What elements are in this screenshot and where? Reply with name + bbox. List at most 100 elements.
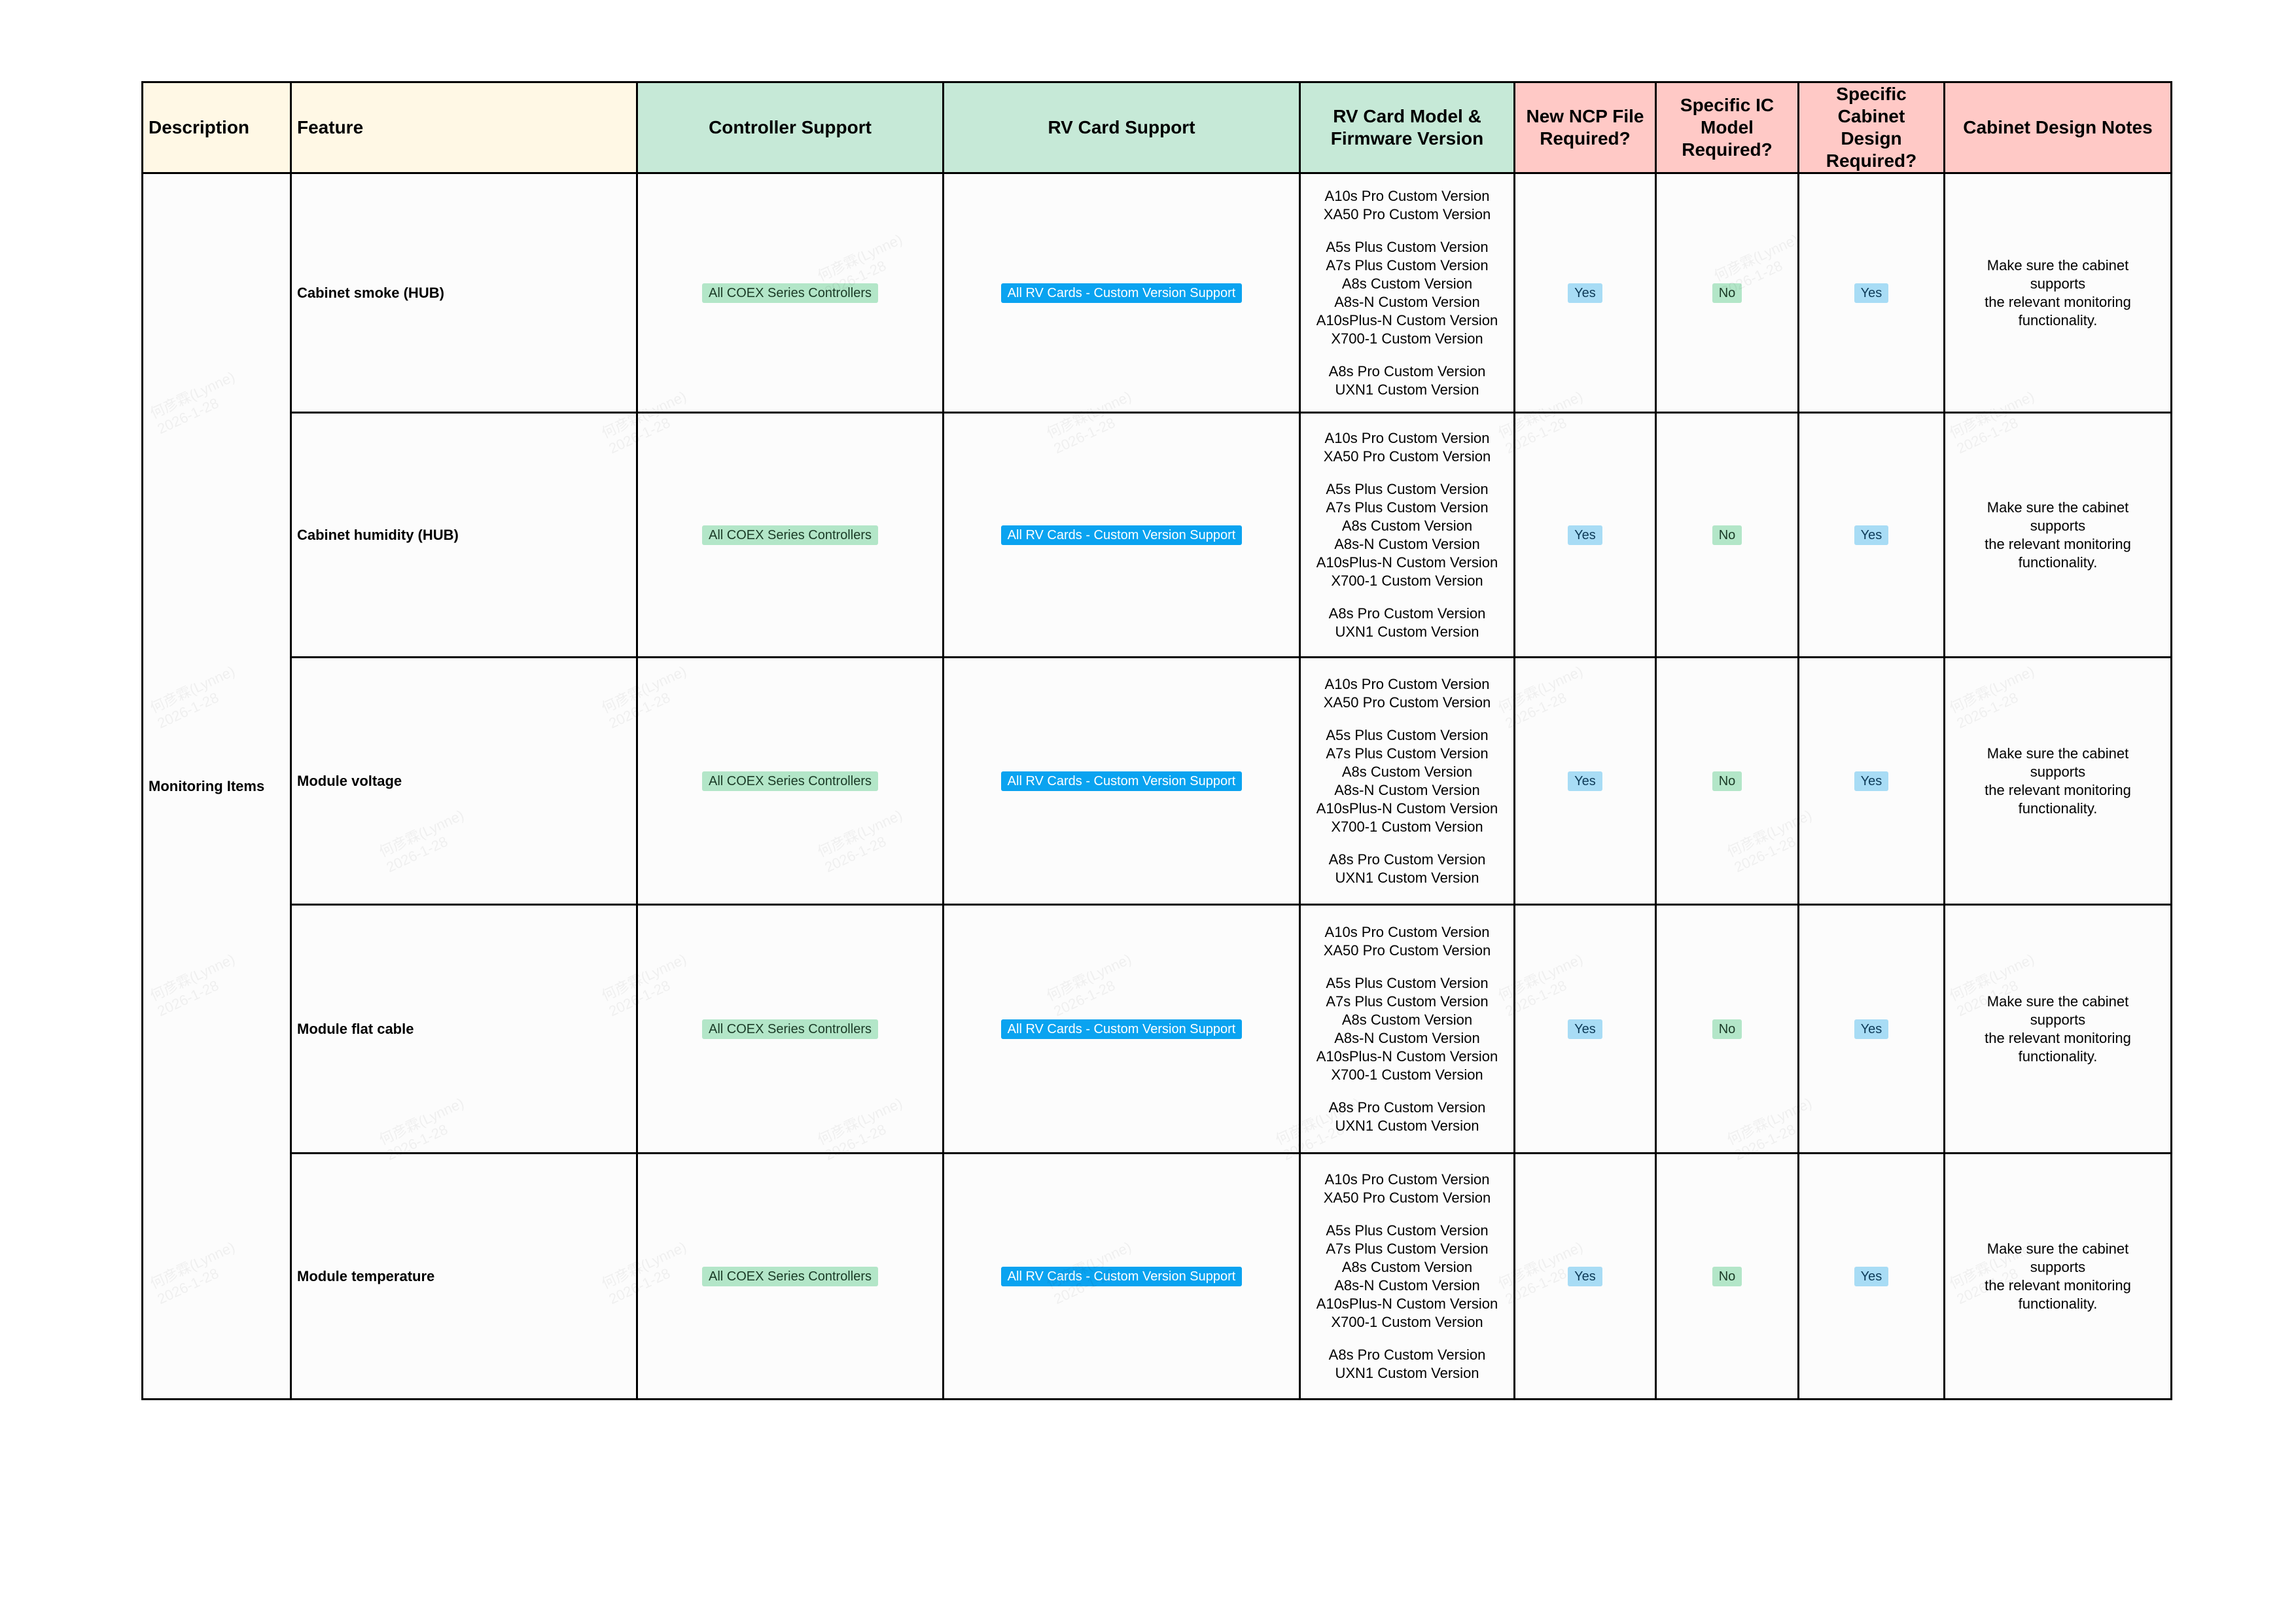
specific-ic-cell: No (1655, 412, 1799, 658)
version-line: A10sPlus-N Custom Version (1316, 800, 1498, 817)
new-ncp-badge: Yes (1568, 283, 1602, 303)
version-line: A8s-N Custom Version (1334, 1029, 1480, 1046)
version-line: UXN1 Custom Version (1335, 623, 1479, 640)
version-line: A5s Plus Custom Version (1326, 480, 1489, 497)
header-specific-cabinet: Specific Cabinet Design Required? (1797, 81, 1945, 174)
rv-card-badge: All RV Cards - Custom Version Support (1000, 283, 1243, 303)
specific-cabinet-cell: Yes (1797, 172, 1945, 414)
controller-support-cell: All COEX Series Controllers (636, 904, 944, 1154)
notes-line: the relevant monitoring (1985, 1029, 2131, 1046)
version-line: A5s Plus Custom Version (1326, 974, 1489, 991)
version-line: A10s Pro Custom Version (1324, 675, 1490, 692)
notes-line: Make sure the cabinet (1987, 256, 2129, 273)
rv-card-model-cell: A10s Pro Custom Version XA50 Pro Custom V… (1299, 412, 1515, 658)
controller-badge: All COEX Series Controllers (702, 771, 878, 791)
header-controller-support: Controller Support (636, 81, 944, 174)
specific-cabinet-badge: Yes (1854, 771, 1889, 791)
controller-support-cell: All COEX Series Controllers (636, 656, 944, 906)
version-line: X700-1 Custom Version (1331, 1066, 1483, 1083)
notes-line: supports (2030, 517, 2086, 534)
specific-cabinet-badge: Yes (1854, 1019, 1889, 1039)
header-specific-ic: Specific IC Model Required? (1655, 81, 1799, 174)
specific-cabinet-badge: Yes (1854, 283, 1889, 303)
description-cell: Monitoring Items (141, 172, 292, 1400)
rv-card-model-cell: A10s Pro Custom Version XA50 Pro Custom V… (1299, 656, 1515, 906)
version-line: XA50 Pro Custom Version (1323, 205, 1491, 222)
version-group: A10s Pro Custom Version XA50 Pro Custom V… (1301, 1171, 1513, 1207)
notes-line: supports (2030, 1011, 2086, 1028)
version-line: A10sPlus-N Custom Version (1316, 311, 1498, 328)
version-line: UXN1 Custom Version (1335, 381, 1479, 398)
rv-card-badge: All RV Cards - Custom Version Support (1000, 525, 1243, 545)
version-line: X700-1 Custom Version (1331, 1313, 1483, 1330)
version-line: A10s Pro Custom Version (1324, 429, 1490, 446)
version-line: A8s Pro Custom Version (1328, 605, 1486, 622)
version-line: A8s-N Custom Version (1334, 1277, 1480, 1294)
version-line: A5s Plus Custom Version (1326, 726, 1489, 743)
version-line: A10sPlus-N Custom Version (1316, 1295, 1498, 1312)
version-line: A8s Custom Version (1341, 763, 1473, 780)
new-ncp-cell: Yes (1513, 1152, 1657, 1400)
version-line: UXN1 Custom Version (1335, 1364, 1479, 1381)
version-line: A10sPlus-N Custom Version (1316, 1048, 1498, 1065)
header-rv-card-model: RV Card Model & Firmware Version (1299, 81, 1515, 174)
version-line: X700-1 Custom Version (1331, 572, 1483, 589)
version-group: A10s Pro Custom Version XA50 Pro Custom V… (1301, 675, 1513, 712)
version-group: A10s Pro Custom Version XA50 Pro Custom V… (1301, 923, 1513, 960)
header-feature: Feature (290, 81, 638, 174)
version-line: A8s Custom Version (1341, 1258, 1473, 1275)
rv-card-badge: All RV Cards - Custom Version Support (1000, 1266, 1243, 1286)
notes-line: functionality. (2018, 554, 2098, 571)
notes-line: supports (2030, 763, 2086, 780)
rv-card-badge: All RV Cards - Custom Version Support (1000, 771, 1243, 791)
version-line: A8s-N Custom Version (1334, 293, 1480, 310)
notes-line: functionality. (2018, 311, 2098, 328)
notes-line: functionality. (2018, 800, 2098, 817)
version-group: A8s Pro Custom Version UXN1 Custom Versio… (1301, 362, 1513, 399)
version-group: A5s Plus Custom Version A7s Plus Custom V… (1301, 1222, 1513, 1331)
controller-badge: All COEX Series Controllers (702, 283, 878, 303)
version-group: A8s Pro Custom Version UXN1 Custom Versio… (1301, 851, 1513, 887)
header-new-ncp: New NCP File Required? (1513, 81, 1657, 174)
specific-ic-cell: No (1655, 1152, 1799, 1400)
version-line: A7s Plus Custom Version (1326, 499, 1489, 516)
version-line: A8s-N Custom Version (1334, 535, 1480, 552)
version-line: A8s Pro Custom Version (1328, 1099, 1486, 1116)
cabinet-notes-cell: Make sure the cabinet supports the relevan… (1943, 172, 2172, 414)
specific-ic-badge: No (1712, 525, 1742, 545)
version-line: XA50 Pro Custom Version (1323, 694, 1491, 711)
specific-cabinet-cell: Yes (1797, 904, 1945, 1154)
feature-cell: Cabinet smoke (HUB) (290, 172, 638, 414)
feature-cell: Module voltage (290, 656, 638, 906)
table-row: Module temperature All COEX Series Contro… (143, 1152, 2172, 1400)
header-row: Description Feature Controller Support R… (141, 81, 2172, 174)
rv-card-support-cell: All RV Cards - Custom Version Support (942, 172, 1301, 414)
specific-cabinet-cell: Yes (1797, 412, 1945, 658)
rv-card-support-cell: All RV Cards - Custom Version Support (942, 904, 1301, 1154)
monitoring-items-table: Description Feature Controller Support R… (141, 81, 2172, 1400)
version-line: A8s Custom Version (1341, 517, 1473, 534)
version-line: A7s Plus Custom Version (1326, 745, 1489, 762)
notes-line: supports (2030, 275, 2086, 292)
notes-line: Make sure the cabinet (1987, 745, 2129, 762)
version-group: A5s Plus Custom Version A7s Plus Custom V… (1301, 480, 1513, 590)
notes-line: the relevant monitoring (1985, 1277, 2131, 1294)
version-line: XA50 Pro Custom Version (1323, 448, 1491, 465)
version-group: A8s Pro Custom Version UXN1 Custom Versio… (1301, 1099, 1513, 1135)
version-line: A10s Pro Custom Version (1324, 187, 1490, 204)
cabinet-notes-cell: Make sure the cabinet supports the relevan… (1943, 904, 2172, 1154)
new-ncp-cell: Yes (1513, 904, 1657, 1154)
version-line: A7s Plus Custom Version (1326, 1240, 1489, 1257)
cabinet-notes-cell: Make sure the cabinet supports the relevan… (1943, 656, 2172, 906)
notes-line: Make sure the cabinet (1987, 499, 2129, 516)
rv-card-model-cell: A10s Pro Custom Version XA50 Pro Custom V… (1299, 172, 1515, 414)
new-ncp-cell: Yes (1513, 172, 1657, 414)
notes-line: the relevant monitoring (1985, 293, 2131, 310)
specific-ic-cell: No (1655, 656, 1799, 906)
controller-support-cell: All COEX Series Controllers (636, 172, 944, 414)
notes-line: functionality. (2018, 1295, 2098, 1312)
notes-line: the relevant monitoring (1985, 535, 2131, 552)
header-description: Description (141, 81, 292, 174)
table-row: Module voltage All COEX Series Controller… (143, 656, 2172, 906)
table-row: Cabinet humidity (HUB) All COEX Series Co… (143, 412, 2172, 658)
